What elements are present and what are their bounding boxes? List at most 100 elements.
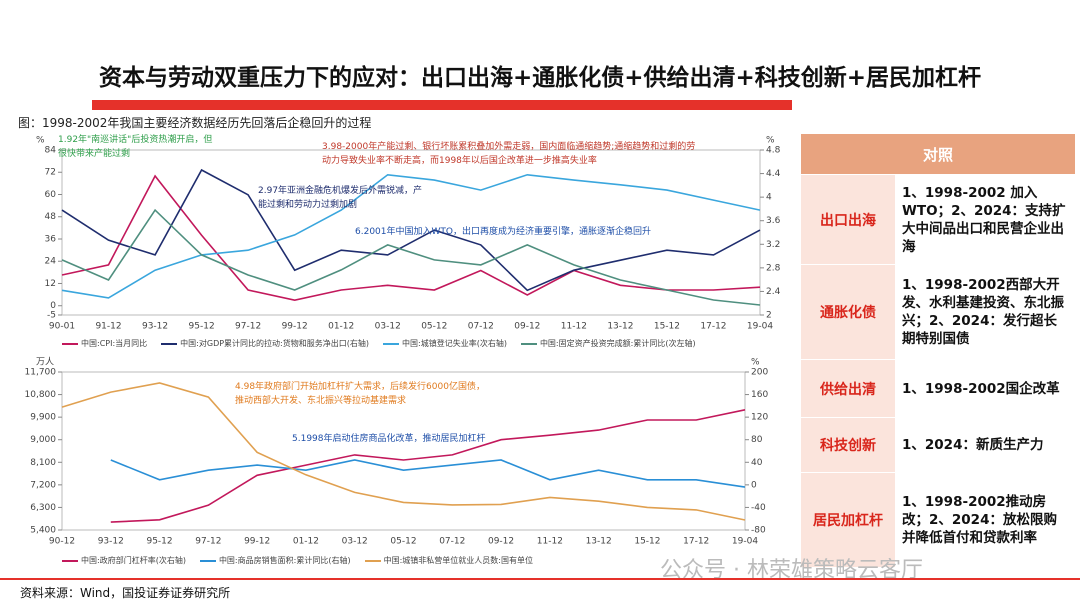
x-tick-label: 17-12: [700, 322, 726, 332]
x-tick-label: 09-12: [514, 322, 540, 332]
series-line: [61, 168, 761, 292]
series-line: [61, 173, 761, 299]
y-tick-label: 60: [45, 190, 57, 200]
legend-label: 中国:城镇非私营单位就业人员数:国有单位: [383, 556, 533, 565]
y2-tick-label: 2: [766, 311, 772, 321]
x-tick-label: 90-12: [49, 537, 75, 547]
series-line: [110, 459, 746, 488]
x-tick-label: 99-12: [244, 537, 270, 547]
y-tick-label: 9,900: [30, 413, 56, 423]
y-tick-label: 0: [50, 301, 56, 311]
annotation: 4.98年政府部门开始加杠杆扩大需求，后续发行6000亿国债，推动西部大开发、东…: [235, 382, 485, 406]
x-tick-label: 01-12: [293, 537, 319, 547]
legend-swatch: [520, 342, 537, 345]
legend-item: 中国:固定资产投资完成额:累计同比(次左轴): [520, 338, 696, 349]
y2-tick-label: -80: [751, 526, 766, 536]
x-tick-label: 07-12: [439, 537, 465, 547]
y2-tick-label: -40: [751, 503, 766, 513]
x-tick-label: 09-12: [488, 537, 514, 547]
x-tick-label: 93-12: [142, 322, 168, 332]
y-tick-label: 11,700: [25, 368, 57, 378]
annotation: 6.2001年中国加入WTO，出口再度成为经济重要引擎，通胀逐渐企稳回升: [355, 227, 651, 237]
legend-swatch: [161, 342, 178, 345]
x-tick-label: 19-04: [747, 322, 773, 332]
title-bar: [92, 100, 792, 110]
y-unit: 万人: [36, 357, 54, 368]
row-value: 1、1998-2002国企改革: [895, 359, 1076, 418]
legend-item: 中国:城镇登记失业率(次右轴): [383, 338, 507, 349]
legend: 中国:CPI:当月同比 中国:对GDP累计同比的拉动:货物和服务净出口(右轴) 中国…: [62, 338, 696, 349]
y-tick-label: 7,200: [30, 480, 56, 490]
table-header: 对照: [800, 133, 1076, 175]
plot-frame: [61, 371, 746, 531]
y-tick-label: 6,300: [30, 503, 56, 513]
x-tick-label: 11-12: [537, 537, 563, 547]
y2-unit: %: [766, 136, 775, 146]
legend-swatch: [364, 559, 381, 562]
row-key: 居民加杠杆: [800, 472, 896, 568]
annotation: 2.97年亚洲金融危机爆发后外需锐减，产能过剩和劳动力过剩加剧: [258, 186, 423, 210]
x-tick-label: 91-12: [95, 322, 121, 332]
x-tick-label: 99-12: [282, 322, 308, 332]
x-tick-label: 90-01: [49, 322, 75, 332]
series-line: [61, 382, 746, 521]
x-tick-label: 05-12: [421, 322, 447, 332]
legend-swatch: [62, 342, 78, 345]
series-line: [61, 208, 761, 306]
annotation: 1.92年"南巡讲话"后投资热潮开启，但很快带来产能过剩: [58, 135, 213, 159]
x-tick-label: 07-12: [468, 322, 494, 332]
y-tick-label: 36: [45, 234, 57, 244]
y-tick-label: 8,100: [30, 458, 56, 468]
legend-item: 中国:政府部门杠杆率(次右轴): [62, 555, 186, 566]
row-key: 供给出清: [800, 359, 896, 418]
legend-item: 中国:城镇非私营单位就业人员数:国有单位: [364, 555, 533, 566]
caption: 图：1998-2002年我国主要经济数据经历先回落后企稳回升的过程: [18, 116, 372, 130]
legend-label: 中国:对GDP累计同比的拉动:货物和服务净出口(右轴): [180, 339, 369, 348]
legend-label: 中国:政府部门杠杆率(次右轴): [81, 556, 186, 565]
y-tick-label: 5,400: [30, 526, 56, 536]
legend-label: 中国:固定资产投资完成额:累计同比(次左轴): [539, 339, 696, 348]
comparison-table: 对照 出口出海 1、1998-2002 加入WTO；2、2024：支持扩大中间品出…: [800, 133, 1076, 568]
x-tick-label: 01-12: [328, 322, 354, 332]
legend-swatch: [383, 342, 399, 345]
y2-tick-label: 120: [751, 413, 768, 423]
row-key: 通胀化债: [800, 264, 896, 360]
y2-tick-label: 3.6: [766, 216, 781, 226]
y-tick-label: 84: [45, 146, 57, 156]
y-tick-label: 12: [45, 279, 56, 289]
x-tick-label: 15-12: [634, 537, 660, 547]
x-tick-label: 03-12: [375, 322, 401, 332]
x-tick-label: 17-12: [683, 537, 709, 547]
annotation: 5.1998年启动住房商品化改革，推动居民加杠杆: [292, 434, 486, 444]
y2-tick-label: 160: [751, 390, 768, 400]
x-tick-label: 97-12: [195, 537, 221, 547]
series-line: [61, 174, 761, 302]
legend-item: 中国:CPI:当月同比: [62, 338, 147, 349]
y2-unit: %: [751, 358, 760, 368]
y2-tick-label: 0: [751, 480, 757, 490]
x-tick-label: 05-12: [390, 537, 416, 547]
x-tick-label: 95-12: [146, 537, 172, 547]
y-unit: %: [36, 136, 45, 146]
y2-tick-label: 40: [751, 458, 763, 468]
x-tick-label: 15-12: [654, 322, 680, 332]
legend: 中国:政府部门杠杆率(次右轴) 中国:商品房销售面积:累计同比(右轴) 中国:城镇非…: [62, 555, 533, 566]
series-line: [110, 409, 746, 523]
legend-label: 中国:城镇登记失业率(次右轴): [402, 339, 507, 348]
annotation: 3.98-2000年产能过剩、银行坏账累积叠加外需走弱，国内面临通缩趋势;通缩趋…: [322, 142, 696, 166]
plot-frame: [61, 149, 761, 316]
y-tick-label: 24: [45, 257, 57, 267]
x-tick-label: 03-12: [342, 537, 368, 547]
legend-label: 中国:商品房销售面积:累计同比(右轴): [218, 556, 351, 565]
legend-item: 中国:对GDP累计同比的拉动:货物和服务净出口(右轴): [161, 338, 369, 349]
y2-tick-label: 4: [766, 193, 772, 203]
slide-title: 资本与劳动双重压力下的应对：出口出海+通胀化债+供给出清+科技创新+居民加杠杆: [98, 65, 982, 91]
y2-tick-label: 2.8: [766, 263, 781, 273]
legend-label: 中国:CPI:当月同比: [81, 339, 148, 348]
y2-tick-label: 200: [751, 368, 768, 378]
y2-tick-label: 4.4: [766, 169, 781, 179]
row-value: 1、1998-2002 加入WTO；2、2024：支持扩大中间品出口和民营企业出…: [895, 174, 1076, 265]
x-tick-label: 13-12: [607, 322, 633, 332]
